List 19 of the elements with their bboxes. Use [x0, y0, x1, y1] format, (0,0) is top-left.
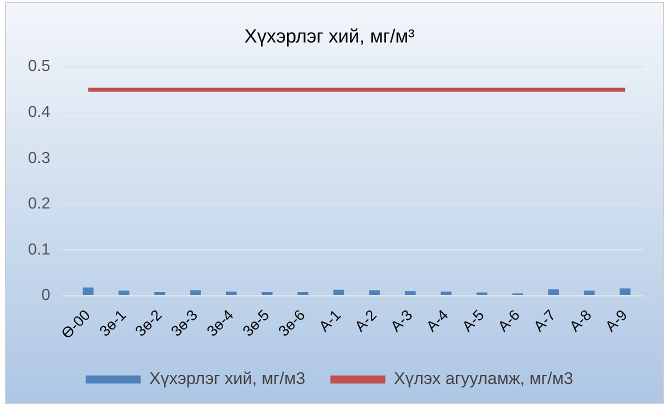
- y-tick-label: 0.4: [28, 104, 50, 121]
- x-tick-label: A-5: [459, 306, 488, 336]
- y-tick-label: 0: [41, 287, 50, 304]
- x-tick-label: A-4: [423, 306, 452, 336]
- y-tick-label: 0.2: [28, 196, 50, 213]
- x-tick-label: 3ө-1: [96, 306, 130, 340]
- x-tick-label: A-6: [494, 306, 524, 336]
- x-tick-label: A-9: [602, 306, 631, 336]
- y-tick-label: 0.3: [28, 150, 50, 167]
- x-tick-label: A-3: [388, 306, 416, 336]
- x-tick-label: A-8: [566, 306, 596, 336]
- x-tick-label: A-7: [530, 306, 560, 336]
- y-tick-label: 0.1: [28, 241, 50, 258]
- y-tick-label: 0.5: [28, 58, 50, 76]
- x-tick-label: A-2: [352, 306, 380, 336]
- legend-label: Хүхэрлэг хий, мг/м3: [149, 369, 306, 388]
- chart-title: Хүхэрлэг хий, мг/м³: [244, 26, 415, 48]
- x-tick-label: A-1: [316, 306, 344, 336]
- legend-label: Хүлэх агууламж, мг/м3: [394, 369, 574, 388]
